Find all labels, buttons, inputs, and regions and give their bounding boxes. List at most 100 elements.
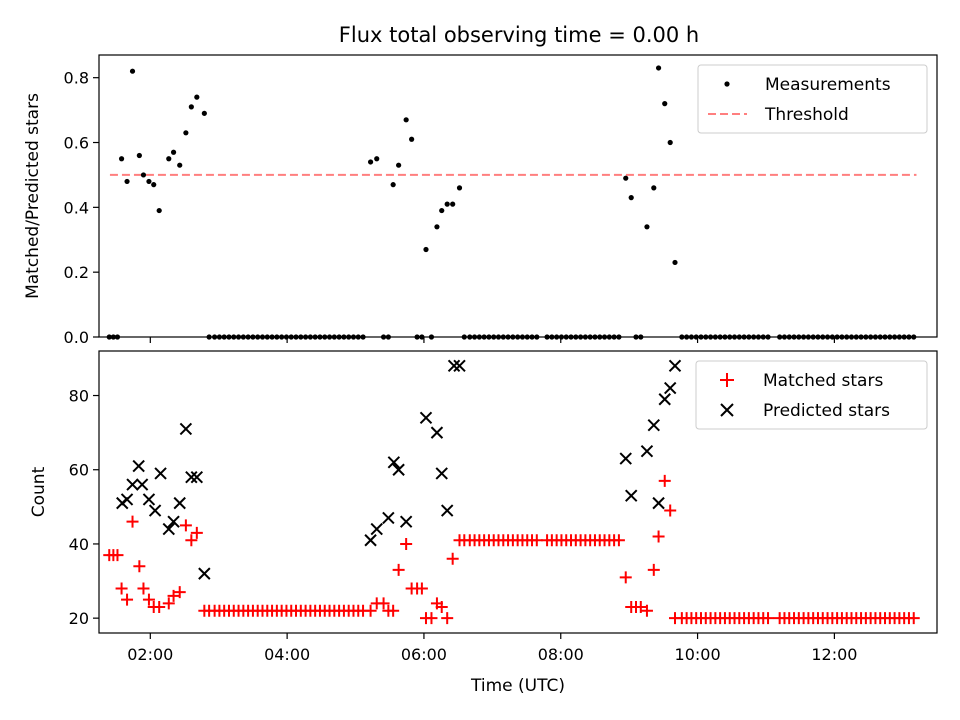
matched-star-point xyxy=(115,582,128,595)
matched-star-point xyxy=(133,560,146,573)
measurement-point xyxy=(156,207,162,214)
matched-star-point xyxy=(137,582,150,595)
x-axis-label: Time (UTC) xyxy=(470,676,565,696)
bottom-legend-box xyxy=(695,360,928,430)
measurement-point xyxy=(403,117,409,123)
predicted-star-point xyxy=(135,478,149,491)
predicted-star-point xyxy=(430,426,444,439)
legend-predicted-label: Predicted stars xyxy=(763,401,890,421)
matched-star-point xyxy=(190,526,203,539)
legend-measurements-label: Measurements xyxy=(765,75,891,95)
predicted-star-point xyxy=(185,470,198,484)
top-y-tick-label: 0.8 xyxy=(64,69,89,88)
matched-star-point xyxy=(640,604,653,617)
predicted-star-point xyxy=(440,504,454,517)
matched-star-point xyxy=(415,582,428,595)
measurement-point xyxy=(170,149,177,155)
predicted-star-point xyxy=(399,515,413,528)
matched-star-point xyxy=(179,519,192,532)
bottom-y-tick-label: 40 xyxy=(69,535,89,554)
measurement-point xyxy=(662,101,668,107)
matched-star-point xyxy=(612,534,625,547)
matched-star-point xyxy=(425,612,438,625)
measurement-point xyxy=(644,224,650,230)
matched-star-point xyxy=(634,601,647,614)
measurement-point xyxy=(450,201,456,207)
predicted-star-point xyxy=(126,478,139,491)
measurement-point xyxy=(374,156,380,162)
measurement-point xyxy=(194,94,200,100)
matched-star-point xyxy=(111,549,124,562)
predicted-star-point xyxy=(625,489,638,502)
measurement-point xyxy=(136,152,142,159)
matched-star-point xyxy=(441,612,454,625)
measurement-point xyxy=(396,162,402,168)
top-legend: Measurements Threshold xyxy=(697,64,928,134)
matched-star-point xyxy=(446,552,459,565)
predicted-star-point xyxy=(148,504,162,517)
measurement-point xyxy=(655,65,662,71)
predicted-star-point xyxy=(190,470,204,484)
measurement-point xyxy=(667,139,673,146)
matched-star-point xyxy=(173,586,186,599)
top-panel-ticks: 0.0 0.2 0.4 0.6 0.8 xyxy=(64,69,835,347)
x-tick-label: 08:00 xyxy=(538,645,584,664)
measurement-point xyxy=(409,136,415,142)
matched-star-point xyxy=(126,515,139,528)
matched-star-point xyxy=(907,612,920,625)
predicted-star-point xyxy=(162,522,175,536)
predicted-star-point xyxy=(173,496,186,510)
measurement-point xyxy=(118,156,125,162)
matched-star-point xyxy=(652,530,665,543)
predicted-star-point xyxy=(647,419,660,432)
bottom-panel-frame xyxy=(98,350,938,634)
predicted-star-point xyxy=(664,381,677,395)
measurement-point xyxy=(651,185,657,191)
measurement-point xyxy=(201,110,207,116)
measurement-point xyxy=(434,224,440,230)
measurement-point xyxy=(140,172,147,178)
matched-star-point xyxy=(364,604,377,617)
measurement-point xyxy=(628,195,634,201)
matched-star-point xyxy=(435,601,448,614)
legend-matched-marker xyxy=(720,373,734,387)
measurement-point xyxy=(124,178,130,185)
matched-star-point xyxy=(377,597,390,610)
measurement-point xyxy=(188,104,194,110)
predicted-star-point xyxy=(640,444,654,458)
predicted-star-point xyxy=(652,496,665,510)
legend-predicted-marker xyxy=(720,403,734,417)
predicted-star-point xyxy=(668,359,682,373)
matched-star-point xyxy=(619,571,632,584)
top-panel-frame xyxy=(98,54,938,338)
measurement-point xyxy=(623,175,629,181)
measurement-point xyxy=(423,246,429,253)
predicted-star-point xyxy=(167,515,180,528)
matched-star-point xyxy=(387,604,400,617)
predicted-star-point xyxy=(198,567,211,580)
measurement-point xyxy=(146,178,152,185)
predicted-star-point xyxy=(154,467,167,480)
predicted-star-point xyxy=(392,463,405,476)
predicted-star-point xyxy=(658,393,671,406)
predicted-star-point xyxy=(120,493,134,506)
top-y-axis-label: Matched/Predicted stars xyxy=(23,93,43,299)
chart-title: Flux total observing time = 0.00 h xyxy=(339,23,699,47)
matched-star-point xyxy=(658,474,671,487)
predicted-star-point xyxy=(447,359,461,373)
legend-threshold-label: Threshold xyxy=(764,105,849,125)
bottom-panel-ticks: 20 40 60 80 02:00 04:00 06:00 08:00 10:00 12:00 xyxy=(69,387,858,664)
matched-star-point xyxy=(121,593,134,606)
matched-star-point xyxy=(392,563,405,576)
x-tick-label: 12:00 xyxy=(811,645,857,664)
legend-matched-label: Matched stars xyxy=(763,371,883,391)
legend-measurements-marker xyxy=(724,81,730,87)
predicted-star-point xyxy=(453,359,466,373)
measurement-point xyxy=(183,130,189,136)
measurement-point xyxy=(151,182,157,188)
measurement-point xyxy=(439,207,445,214)
predicted-star-point xyxy=(435,467,448,480)
top-y-tick-label: 0.0 xyxy=(64,328,89,347)
measurement-point xyxy=(390,182,396,188)
